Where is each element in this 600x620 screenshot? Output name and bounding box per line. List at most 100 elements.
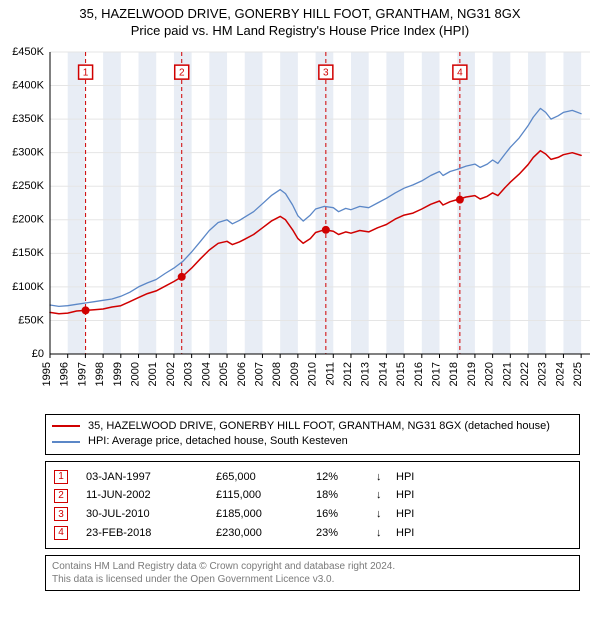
x-tick-label: 2008: [271, 362, 283, 386]
y-tick-label: £350K: [12, 113, 44, 125]
x-tick-label: 2015: [395, 362, 407, 386]
x-tick-label: 2021: [501, 362, 513, 386]
down-arrow-icon: ↓: [376, 468, 396, 487]
transaction-date: 30-JUL-2010: [86, 505, 216, 524]
footer: Contains HM Land Registry data © Crown c…: [45, 555, 580, 591]
transaction-marker: 3: [54, 507, 68, 521]
x-tick-label: 2009: [289, 362, 301, 386]
x-tick-label: 1997: [76, 362, 88, 386]
footer-line-1: Contains HM Land Registry data © Crown c…: [52, 560, 573, 573]
x-tick-label: 2025: [572, 362, 584, 386]
y-tick-label: £400K: [12, 79, 44, 91]
x-tick-label: 2022: [519, 362, 531, 386]
year-band: [386, 52, 404, 354]
transaction-pct: 23%: [316, 524, 376, 543]
x-tick-label: 2007: [253, 362, 265, 386]
year-band: [422, 52, 440, 354]
chart-svg: £0 £50K £100K £150K £200K £250K £300K £350K £400…: [0, 44, 600, 414]
year-band: [351, 52, 369, 354]
sale-point: [322, 226, 330, 234]
transaction-hpi-label: HPI: [396, 486, 414, 505]
year-band: [139, 52, 157, 354]
transaction-row: 2 11-JUN-2002£115,00018%↓HPI: [54, 486, 571, 505]
transactions-table: 103-JAN-1997£65,00012%↓HPI211-JUN-2002£1…: [45, 461, 580, 550]
year-band: [493, 52, 511, 354]
x-tick-label: 2006: [236, 362, 248, 386]
chart-area: £0 £50K £100K £150K £200K £250K £300K £350K £400…: [0, 44, 600, 414]
marker-label: 2: [179, 67, 185, 78]
x-tick-label: 2023: [537, 362, 549, 386]
y-tick-label: £0: [32, 348, 44, 360]
year-band: [209, 52, 227, 354]
title-block: 35, HAZELWOOD DRIVE, GONERBY HILL FOOT, …: [0, 0, 600, 44]
down-arrow-icon: ↓: [376, 486, 396, 505]
x-tick-label: 1999: [112, 362, 124, 386]
title-line-1: 35, HAZELWOOD DRIVE, GONERBY HILL FOOT, …: [10, 6, 590, 23]
year-band: [316, 52, 334, 354]
transaction-price: £230,000: [216, 524, 316, 543]
x-tick-label: 2001: [147, 362, 159, 386]
transaction-marker: 4: [54, 526, 68, 540]
x-tick-label: 2000: [130, 362, 142, 386]
marker-label: 3: [323, 67, 329, 78]
transaction-date: 11-JUN-2002: [86, 486, 216, 505]
sale-point: [456, 195, 464, 203]
x-tick-label: 2018: [448, 362, 460, 386]
sale-point: [82, 306, 90, 314]
y-tick-label: £250K: [12, 180, 44, 192]
marker-label: 4: [457, 67, 463, 78]
y-tick-label: £150K: [12, 247, 44, 259]
legend-row: HPI: Average price, detached house, Sout…: [52, 434, 573, 449]
year-band: [245, 52, 263, 354]
x-tick-label: 2013: [360, 362, 372, 386]
title-line-2: Price paid vs. HM Land Registry's House …: [10, 23, 590, 40]
marker-label: 1: [83, 67, 89, 78]
x-tick-label: 2014: [377, 362, 389, 386]
y-tick-label: £50K: [18, 314, 44, 326]
transaction-row: 1 03-JAN-1997£65,00012%↓HPI: [54, 468, 571, 487]
year-band: [528, 52, 546, 354]
x-tick-label: 2002: [165, 362, 177, 386]
x-tick-label: 2003: [183, 362, 195, 386]
x-tick-label: 2005: [218, 362, 230, 386]
down-arrow-icon: ↓: [376, 524, 396, 543]
transaction-price: £65,000: [216, 468, 316, 487]
x-tick-label: 2019: [466, 362, 478, 386]
x-tick-label: 2011: [324, 362, 336, 386]
transaction-date: 03-JAN-1997: [86, 468, 216, 487]
transaction-hpi-label: HPI: [396, 468, 414, 487]
x-tick-label: 2012: [342, 362, 354, 386]
footer-line-2: This data is licensed under the Open Gov…: [52, 573, 573, 586]
x-tick-label: 2016: [413, 362, 425, 386]
x-tick-label: 1995: [41, 362, 53, 386]
year-band: [280, 52, 298, 354]
sale-point: [178, 273, 186, 281]
transaction-hpi-label: HPI: [396, 524, 414, 543]
transaction-marker: 1: [54, 470, 68, 484]
y-tick-label: £450K: [12, 46, 44, 58]
x-tick-label: 1998: [94, 362, 106, 386]
legend-label: 35, HAZELWOOD DRIVE, GONERBY HILL FOOT, …: [88, 419, 550, 434]
y-tick-label: £200K: [12, 213, 44, 225]
y-tick-label: £300K: [12, 146, 44, 158]
transaction-date: 23-FEB-2018: [86, 524, 216, 543]
transaction-marker: 2: [54, 489, 68, 503]
transaction-price: £115,000: [216, 486, 316, 505]
transaction-price: £185,000: [216, 505, 316, 524]
x-tick-label: 2017: [431, 362, 443, 386]
legend-row: 35, HAZELWOOD DRIVE, GONERBY HILL FOOT, …: [52, 419, 573, 434]
x-tick-label: 2004: [200, 362, 212, 386]
legend-label: HPI: Average price, detached house, Sout…: [88, 434, 348, 449]
chart-container: 35, HAZELWOOD DRIVE, GONERBY HILL FOOT, …: [0, 0, 600, 591]
transaction-pct: 16%: [316, 505, 376, 524]
transaction-pct: 18%: [316, 486, 376, 505]
transaction-row: 4 23-FEB-2018£230,00023%↓HPI: [54, 524, 571, 543]
down-arrow-icon: ↓: [376, 505, 396, 524]
transaction-row: 3 30-JUL-2010£185,00016%↓HPI: [54, 505, 571, 524]
legend-swatch: [52, 425, 80, 427]
y-tick-label: £100K: [12, 281, 44, 293]
transaction-pct: 12%: [316, 468, 376, 487]
legend: 35, HAZELWOOD DRIVE, GONERBY HILL FOOT, …: [45, 414, 580, 455]
x-tick-label: 2024: [554, 362, 566, 386]
transaction-hpi-label: HPI: [396, 505, 414, 524]
